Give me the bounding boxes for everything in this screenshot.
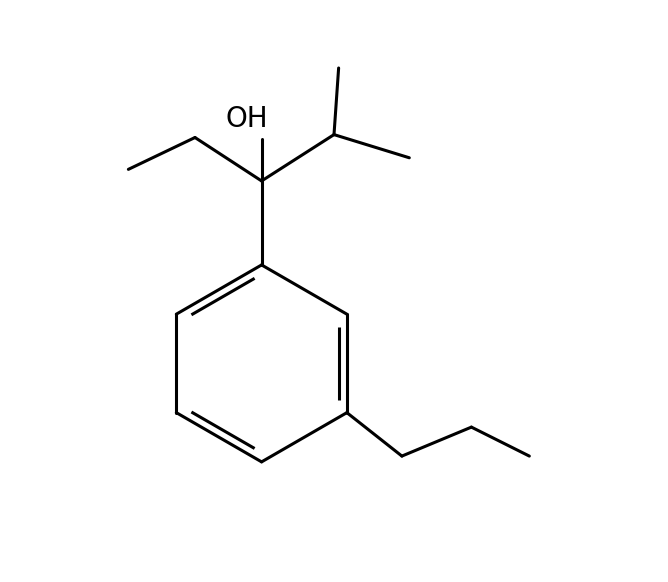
Text: OH: OH [226, 105, 269, 133]
